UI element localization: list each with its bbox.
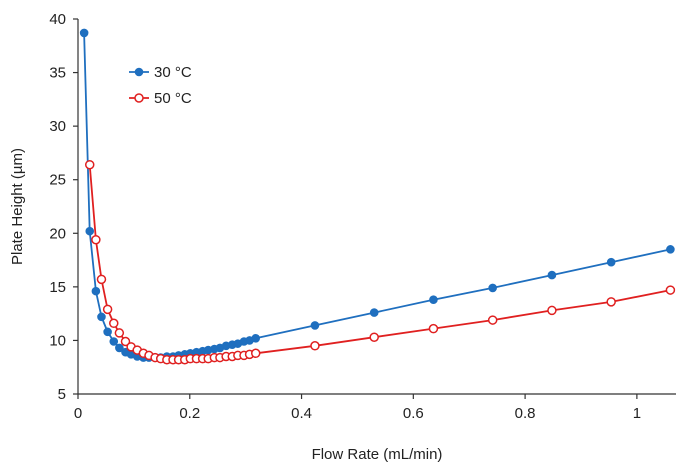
- data-point: [102, 304, 113, 315]
- x-tick-label: 1: [633, 405, 641, 422]
- legend: 30 °C 50 °C: [129, 64, 192, 107]
- data-point: [429, 295, 438, 305]
- data-point: [79, 28, 89, 38]
- legend-item: 50 °C: [129, 90, 192, 107]
- legend-item: 30 °C: [129, 64, 192, 81]
- data-point: [251, 333, 261, 343]
- x-axis-title: Flow Rate (mL/min): [312, 446, 443, 463]
- data-point: [91, 234, 101, 245]
- series-line: [88, 164, 671, 361]
- y-tick-label: 35: [49, 65, 66, 82]
- y-tick-label: 25: [49, 172, 66, 189]
- data-point: [488, 283, 497, 293]
- data-point: [369, 332, 379, 342]
- data-point: [547, 270, 557, 280]
- data-point: [114, 328, 125, 338]
- data-point: [96, 274, 107, 285]
- series-50c: [84, 159, 676, 365]
- x-tick-label: 0: [74, 405, 82, 422]
- data-point: [487, 315, 498, 325]
- data-point: [84, 159, 95, 170]
- data-point: [115, 343, 124, 353]
- data-point: [109, 318, 119, 329]
- y-tick-label: 40: [49, 11, 66, 28]
- data-point: [103, 327, 112, 337]
- data-point: [666, 245, 675, 254]
- data-point: [85, 226, 95, 236]
- data-point: [250, 348, 261, 359]
- x-axis-ticks: 0 0.2 0.4 0.6 0.8 1: [74, 394, 641, 422]
- data-point: [109, 337, 119, 346]
- x-tick-label: 0.6: [403, 405, 424, 422]
- data-point: [547, 305, 557, 316]
- axes: [77, 19, 676, 395]
- legend-label: 30 °C: [154, 64, 192, 81]
- data-point: [369, 308, 379, 317]
- data-point: [665, 285, 676, 295]
- data-point: [606, 297, 616, 307]
- data-point: [310, 341, 320, 351]
- x-tick-label: 0.8: [515, 405, 536, 422]
- y-tick-label: 20: [49, 225, 66, 242]
- y-axis-ticks: 5 10 15 20 25 30 35 40: [49, 11, 78, 403]
- y-tick-label: 15: [49, 279, 66, 296]
- x-tick-label: 0.4: [291, 405, 312, 422]
- y-tick-label: 5: [58, 386, 66, 403]
- data-point: [120, 336, 131, 347]
- legend-marker: [134, 93, 144, 103]
- data-point: [97, 312, 106, 322]
- y-tick-label: 10: [49, 332, 66, 349]
- data-point: [606, 257, 616, 267]
- series-layer: [79, 28, 676, 365]
- y-tick-label: 30: [49, 118, 66, 135]
- legend-marker: [134, 67, 144, 77]
- data-point: [310, 321, 320, 330]
- legend-label: 50 °C: [154, 90, 192, 107]
- y-axis-title: Plate Height (µm): [9, 148, 26, 265]
- data-point: [428, 323, 439, 334]
- series-line: [83, 32, 671, 359]
- data-point: [91, 286, 101, 296]
- x-tick-label: 0.2: [179, 405, 200, 422]
